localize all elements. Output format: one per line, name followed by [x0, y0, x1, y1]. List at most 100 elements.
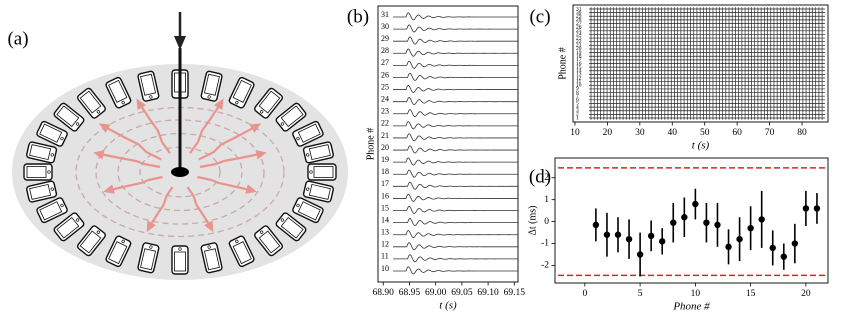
wave-arrow — [104, 126, 162, 161]
trace-label: 18 — [576, 53, 582, 59]
trace-label: 3 — [576, 108, 579, 114]
trace — [589, 14, 825, 19]
x-tick-label: 60 — [732, 128, 742, 138]
axes-frame — [572, 4, 829, 123]
phone — [302, 180, 334, 203]
trace-label: 12 — [576, 75, 582, 81]
phone — [302, 141, 334, 164]
phone-button — [121, 100, 125, 105]
phone — [228, 235, 255, 268]
wave-arrow — [198, 126, 256, 161]
phone-button — [75, 218, 80, 222]
trace — [393, 109, 519, 118]
trace-label: 2 — [576, 112, 579, 118]
trace — [589, 18, 825, 22]
phone-screen — [258, 90, 281, 114]
phone-body — [307, 163, 337, 181]
phone-screen — [308, 183, 331, 200]
trace-label: 28 — [576, 17, 582, 23]
point — [736, 235, 743, 243]
y-axis-label: Phone # — [557, 47, 568, 80]
impact — [171, 167, 189, 177]
trace-label: 22 — [576, 39, 582, 45]
trace-label: 15 — [576, 64, 582, 70]
phone-button — [306, 153, 310, 157]
phone — [292, 197, 324, 224]
x-tick-label: 80 — [797, 128, 807, 138]
trace — [589, 65, 825, 69]
phone-screen — [39, 123, 63, 143]
phone-body — [228, 235, 255, 268]
x-axis-label: t (s) — [692, 140, 710, 152]
trace-label: 22 — [381, 119, 389, 128]
phone-button — [260, 230, 264, 234]
phone — [105, 235, 132, 268]
phone-button — [50, 153, 54, 157]
phone — [36, 197, 68, 224]
point — [681, 214, 688, 221]
panel-label: (b) — [347, 6, 369, 27]
phone-button — [280, 122, 285, 126]
trace — [589, 21, 825, 26]
x-tick-label: 40 — [668, 128, 678, 138]
axes-frame — [377, 5, 519, 283]
y-axis-label: Δt (ms) — [527, 205, 538, 235]
trace-label: 24 — [381, 94, 389, 103]
trace-label: 4 — [576, 104, 579, 110]
trace — [589, 105, 825, 109]
trace-label: 31 — [576, 6, 582, 12]
phone — [275, 212, 307, 242]
trace-label: 5 — [576, 101, 579, 107]
phone-screen — [203, 248, 220, 271]
arrow-head — [214, 98, 224, 111]
phone-button — [280, 218, 285, 222]
y-tick-label: 1 — [544, 195, 549, 205]
phone-screen — [56, 105, 80, 127]
phone-body — [292, 197, 324, 224]
phone-screen — [232, 241, 252, 265]
phone — [137, 242, 160, 274]
phone — [275, 102, 307, 132]
phone-screen — [297, 123, 321, 143]
phone-body — [105, 76, 132, 109]
phone — [76, 225, 106, 257]
trace — [393, 230, 518, 239]
ring — [117, 132, 243, 212]
phone-body — [36, 120, 68, 147]
point — [692, 200, 699, 208]
trace — [589, 83, 825, 88]
trace — [589, 101, 825, 106]
panel-label: (d) — [529, 166, 551, 187]
phone-button — [50, 187, 54, 191]
point — [614, 231, 622, 238]
phone — [228, 76, 255, 109]
panel-label: (c) — [529, 6, 550, 27]
x-tick-label: 0 — [582, 289, 587, 299]
trace-label: 10 — [576, 83, 582, 89]
phone-body — [36, 197, 68, 224]
trace — [393, 205, 519, 214]
point — [603, 231, 611, 238]
phone-screen — [258, 230, 281, 254]
trace — [393, 121, 518, 130]
trace-label: 7 — [576, 93, 579, 99]
phone — [23, 163, 53, 181]
trace-label: 20 — [576, 46, 582, 52]
trace-label: 27 — [381, 58, 389, 67]
y-tick-label: -1 — [541, 239, 549, 249]
arrow-head — [255, 150, 267, 160]
trace-label: 25 — [576, 28, 582, 34]
phone-button — [60, 136, 64, 141]
phone-screen — [26, 166, 47, 178]
phone-body — [228, 76, 255, 109]
trace-label: 20 — [381, 143, 389, 152]
phone-screen — [280, 105, 304, 127]
phone — [254, 225, 284, 257]
point — [813, 205, 821, 212]
trace-label: 11 — [381, 252, 389, 261]
trace-label: 21 — [381, 131, 389, 140]
trace-label: 9 — [576, 86, 579, 92]
x-tick-label: 5 — [638, 289, 643, 299]
trace — [393, 145, 518, 154]
